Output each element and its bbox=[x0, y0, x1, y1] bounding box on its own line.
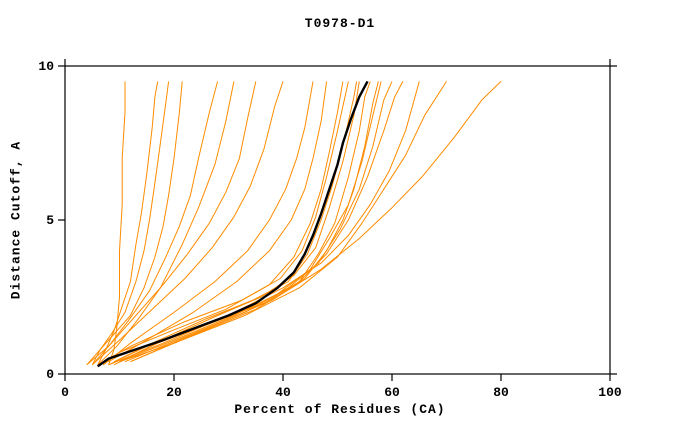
series-model-22 bbox=[130, 81, 502, 363]
chart-title: T0978-D1 bbox=[304, 16, 376, 31]
x-tick-label: 60 bbox=[384, 385, 400, 400]
series-model-10 bbox=[108, 81, 328, 363]
series-model-08 bbox=[91, 81, 284, 366]
y-tick-label: 5 bbox=[46, 213, 54, 228]
series-model-20 bbox=[108, 81, 420, 366]
series-model-09 bbox=[102, 81, 314, 366]
x-tick-label: 0 bbox=[61, 385, 69, 400]
series-model-21 bbox=[119, 81, 447, 363]
series-model-17 bbox=[119, 81, 382, 363]
y-tick-label: 10 bbox=[38, 59, 54, 74]
series-model-06 bbox=[97, 81, 235, 366]
series-model-11 bbox=[102, 81, 344, 366]
series-model-15 bbox=[108, 81, 371, 366]
axis-ticks bbox=[58, 59, 617, 381]
y-tick-label: 0 bbox=[46, 367, 54, 382]
tick-labels: 0 20 40 60 80 100 0 5 10 bbox=[38, 59, 622, 400]
series-model-19 bbox=[130, 81, 404, 363]
series-model-04 bbox=[86, 81, 183, 366]
x-tick-label: 40 bbox=[275, 385, 291, 400]
x-tick-label: 80 bbox=[493, 385, 509, 400]
series-model-14 bbox=[119, 81, 360, 363]
series-model-07 bbox=[86, 81, 257, 366]
series-model-05 bbox=[91, 81, 219, 366]
series-model-03 bbox=[91, 81, 170, 366]
series-model-01 bbox=[108, 81, 126, 365]
x-tick-label: 20 bbox=[166, 385, 182, 400]
series-reference bbox=[97, 80, 369, 368]
series-model-12 bbox=[97, 81, 349, 366]
x-tick-label: 100 bbox=[598, 385, 622, 400]
reference-curve bbox=[97, 80, 369, 368]
x-axis-label: Percent of Residues (CA) bbox=[234, 402, 446, 417]
model-curves bbox=[86, 81, 502, 366]
